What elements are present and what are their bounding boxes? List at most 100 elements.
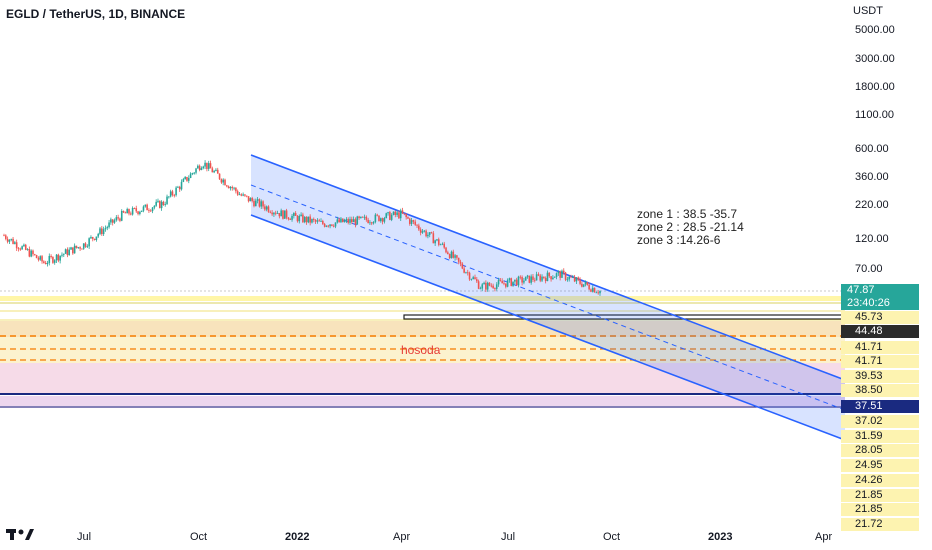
candle-body <box>334 222 337 227</box>
candle-body <box>428 232 431 235</box>
candle-body <box>369 222 371 224</box>
candle-body <box>162 201 165 205</box>
candle-body <box>419 229 422 233</box>
candle-body <box>383 218 386 222</box>
candle-body <box>468 272 471 280</box>
candle-body <box>300 214 302 216</box>
candle-body <box>41 256 43 262</box>
candle-body <box>432 233 435 244</box>
candle-body <box>202 166 205 169</box>
candle-body <box>164 204 167 205</box>
candle-body <box>541 276 543 281</box>
candle-body <box>5 235 7 239</box>
candle-body <box>361 216 364 218</box>
candle-body <box>158 200 161 209</box>
candle-body <box>385 213 388 219</box>
candle-body <box>452 251 455 258</box>
candle-body <box>456 255 458 258</box>
candle-body <box>401 210 404 214</box>
candle-body <box>517 276 520 286</box>
candle-body <box>354 219 357 225</box>
candle-body <box>331 224 333 226</box>
candle-body <box>10 238 13 240</box>
candle-body <box>280 210 282 217</box>
candle-body <box>370 222 373 224</box>
candle-body <box>187 177 190 181</box>
candle-body <box>72 247 74 254</box>
candle-body <box>91 237 94 239</box>
candle-body <box>258 199 261 207</box>
y-tick-label: 3000.00 <box>855 52 895 65</box>
candle-body <box>104 228 107 230</box>
candle-body <box>287 217 290 220</box>
candle-body <box>412 220 415 222</box>
candle-body <box>46 262 49 265</box>
candle-body <box>291 215 293 220</box>
candle-body <box>499 280 502 281</box>
candle-body <box>48 255 51 263</box>
candle-body <box>566 279 569 281</box>
candle-body <box>30 250 32 257</box>
candle-body <box>81 248 83 250</box>
candle-body <box>528 275 531 283</box>
zone-band-top <box>0 296 845 301</box>
candle-body <box>423 230 426 232</box>
candle-body <box>88 238 90 247</box>
candle-body <box>278 213 281 217</box>
candle-body <box>305 216 308 223</box>
candle-body <box>139 211 141 214</box>
candle-body <box>195 168 197 173</box>
candle-body <box>490 285 493 287</box>
candle-body <box>285 210 288 218</box>
candle-body <box>32 250 34 255</box>
candle-body <box>140 210 143 212</box>
candle-body <box>584 282 587 285</box>
candle-body <box>341 218 344 223</box>
candle-body <box>296 215 299 222</box>
zone-band-yellow <box>0 337 845 363</box>
candle-body <box>168 196 170 198</box>
candle-body <box>414 221 417 225</box>
candle-body <box>316 220 319 222</box>
candle-body <box>39 256 42 260</box>
candle-body <box>193 172 196 174</box>
candle-body <box>443 243 446 248</box>
candle-body <box>421 231 424 233</box>
candle-body <box>590 289 592 292</box>
candle-body <box>52 257 54 263</box>
candle-body <box>544 278 547 282</box>
candle-body <box>182 179 185 182</box>
candle-body <box>322 220 324 224</box>
candle-body <box>245 195 248 197</box>
candle-body <box>149 210 152 212</box>
candle-body <box>227 186 230 189</box>
price-label: 44.48 <box>841 325 919 338</box>
candle-body <box>588 284 590 290</box>
current-price-tag: 47.87 <box>841 284 919 297</box>
candle-body <box>198 165 201 171</box>
candle-body <box>222 179 224 183</box>
candle-body <box>555 273 558 277</box>
channel-upper <box>250 154 846 381</box>
candle-body <box>437 239 440 245</box>
candle-body <box>108 222 110 228</box>
candle-body <box>148 210 150 211</box>
candle-body <box>430 232 433 234</box>
candle-body <box>523 280 525 283</box>
candle-body <box>472 277 474 279</box>
candle-body <box>436 239 438 241</box>
candle-body <box>434 240 436 244</box>
candle-body <box>380 218 382 222</box>
candle-body <box>332 225 335 227</box>
candle-body <box>133 208 136 209</box>
candle-body <box>381 218 384 222</box>
candle-body <box>524 276 527 281</box>
candle-body <box>526 275 529 277</box>
y-tick-label: 220.00 <box>855 198 889 211</box>
candle-body <box>463 268 465 273</box>
candle-body <box>265 206 268 210</box>
candle-body <box>50 255 52 258</box>
candle-body <box>207 163 210 169</box>
